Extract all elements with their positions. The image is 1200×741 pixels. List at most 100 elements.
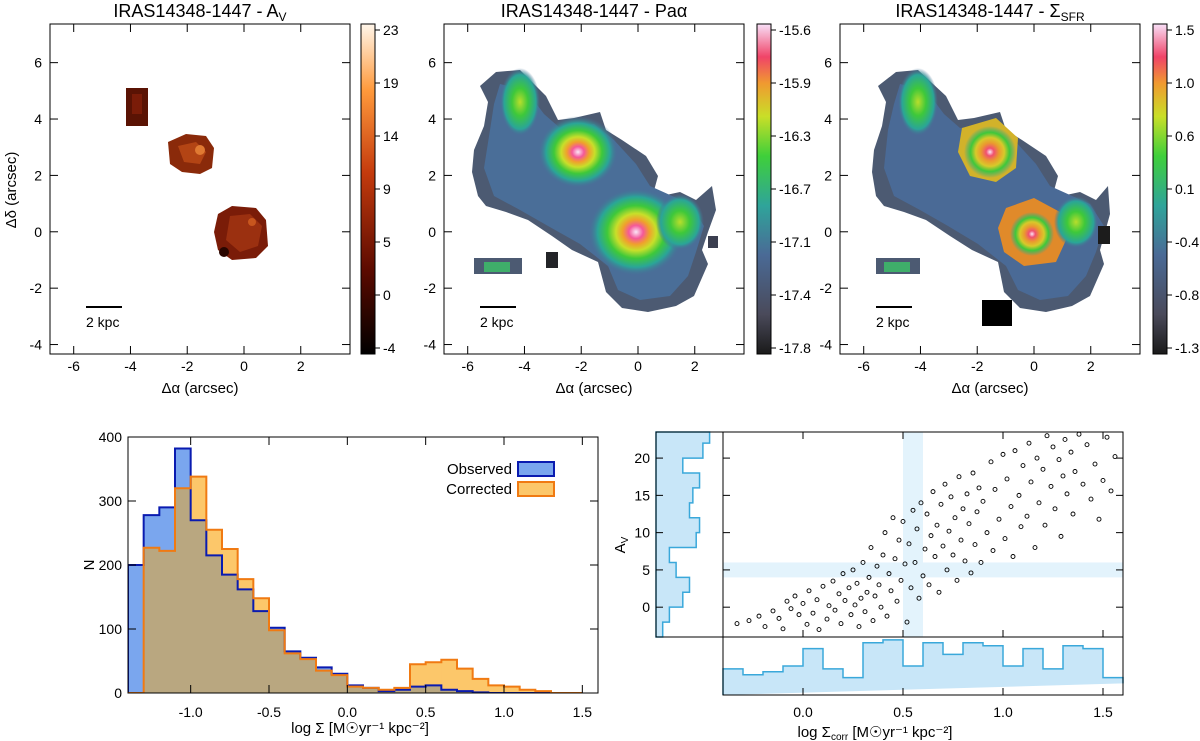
map-panels: IRAS14348-1447 - AV -6 -4 -2 0 2 6 4 2 0 -2 -4 Δα (a…	[3, 1, 1199, 397]
scatter-point	[1062, 437, 1068, 442]
hist-bar-overlap	[410, 686, 427, 693]
scatter-point	[1034, 455, 1040, 461]
scatter-point	[734, 621, 740, 627]
scatter-point	[1018, 524, 1024, 530]
colorbar-tick-label: -15.9	[779, 75, 811, 91]
scatter-point	[820, 583, 826, 589]
map-title-main: IRAS14348-1447 - Paα	[501, 1, 688, 21]
map-ytick-label: 4	[34, 111, 42, 127]
scatter-point	[922, 546, 928, 552]
map-xtick-label: -4	[124, 358, 137, 374]
hist-bar-excess	[425, 662, 442, 686]
hist-bar-excess	[457, 668, 474, 692]
scatter-point	[872, 593, 878, 599]
scatter-point	[882, 530, 888, 536]
colorbar-tick-label: -15.6	[779, 22, 811, 38]
hist-bar-overlap	[269, 630, 286, 693]
hist-bar-overlap	[159, 550, 176, 693]
scatter-xtick-label: 0.5	[893, 704, 913, 720]
map-xtick-label: -6	[461, 358, 474, 374]
hist-bar-excess	[441, 659, 458, 690]
scatter-point	[824, 616, 830, 622]
marginal-y-frame	[655, 431, 724, 638]
scatter-point	[1048, 483, 1054, 489]
scatter-point	[1028, 479, 1034, 485]
map-panel-1: IRAS14348-1447 - AV -6 -4 -2 0 2 6 4 2 0 -2 -4 Δα (a…	[3, 1, 399, 397]
scatter-point	[956, 474, 962, 480]
map-ytick-label: -4	[424, 337, 437, 353]
scatter-point	[746, 618, 752, 624]
colorbar-tick-label: 23	[383, 22, 399, 38]
scatter-point	[840, 571, 846, 577]
scatter-point	[1068, 449, 1074, 455]
map-xlabel: Δα (arcsec)	[161, 380, 238, 397]
hist-bar-excess	[504, 686, 521, 693]
scatter-ytick-label: 10	[634, 525, 650, 541]
map-title-sub: SFR	[1061, 10, 1085, 24]
scatter-point	[1064, 491, 1070, 497]
hist-bar-excess	[190, 476, 207, 521]
colorbar-tick-label: -0.8	[1175, 287, 1199, 303]
scatter-point	[864, 589, 870, 595]
scatter-point	[954, 577, 960, 583]
hist-bar-excess	[175, 448, 192, 489]
map-title-main: IRAS14348-1447 - Σ	[895, 1, 1060, 21]
scatter-ytick-label: 15	[634, 487, 650, 503]
hist-xtick-label: 0.0	[338, 704, 358, 720]
map-frame	[443, 23, 745, 355]
hist-ytick-label: 100	[99, 621, 123, 637]
colorbar-tick-label: 0	[383, 287, 391, 303]
sfr-map-image	[872, 68, 1110, 326]
hist-xtick-label: -0.5	[257, 704, 281, 720]
scatter-point	[1070, 511, 1076, 517]
colorbar-tick-label: 1.5	[1175, 22, 1195, 38]
colorbar	[756, 23, 772, 355]
scatter-point	[948, 494, 954, 500]
map-xtick-label: -4	[518, 358, 531, 374]
scale-bar-label: 2 kpc	[480, 314, 513, 330]
scatter-point	[952, 515, 958, 521]
scatter-point	[900, 519, 906, 524]
scale-bar-label: 2 kpc	[876, 314, 909, 330]
scatter-xtick-label: 1.5	[1093, 704, 1113, 720]
scatter-point	[1056, 457, 1062, 463]
hist-bar-excess	[128, 565, 145, 693]
scatter-ytick-label: 20	[634, 450, 650, 466]
scatter-point	[1050, 444, 1056, 450]
colorbar-tick-label: -17.8	[779, 340, 811, 356]
scatter-point	[968, 570, 974, 576]
hist-bar-overlap	[175, 488, 192, 693]
scatter-point	[1004, 476, 1010, 482]
scatter-point	[980, 498, 986, 504]
scatter-point	[792, 593, 798, 599]
scatter-points	[734, 431, 1118, 632]
scatter-point	[846, 585, 852, 591]
av-map-image	[126, 88, 268, 260]
scatter-point	[966, 521, 972, 527]
scatter-point	[856, 624, 862, 630]
hist-ytick-label: 0	[114, 685, 122, 701]
scatter-point	[908, 585, 914, 591]
hist-bar-excess	[410, 664, 427, 687]
scatter-point	[896, 537, 902, 543]
hist-bar-excess	[519, 689, 536, 693]
colorbar-tick-label: 14	[383, 128, 399, 144]
scatter-xtick-label: 0.0	[793, 704, 813, 720]
scatter-point	[888, 588, 894, 594]
colorbar-tick-label: 0.1	[1175, 181, 1195, 197]
hist-bar-excess	[253, 598, 270, 612]
map-ytick-label: 0	[824, 224, 832, 240]
map-frame	[839, 23, 1141, 355]
scatter-point	[976, 485, 982, 491]
map-ytick-label: -2	[424, 280, 437, 296]
map-ytick-label: 2	[824, 167, 832, 183]
map-xtick-label: -4	[914, 358, 927, 374]
scatter-point	[1076, 431, 1082, 437]
hist-bar-excess	[159, 507, 176, 551]
scatter-point	[884, 613, 890, 619]
scatter-point	[1084, 442, 1090, 448]
hist-bar-overlap	[237, 589, 254, 693]
scatter-point	[1036, 500, 1042, 506]
scatter-point	[1020, 463, 1026, 468]
scatter-point	[880, 552, 886, 558]
